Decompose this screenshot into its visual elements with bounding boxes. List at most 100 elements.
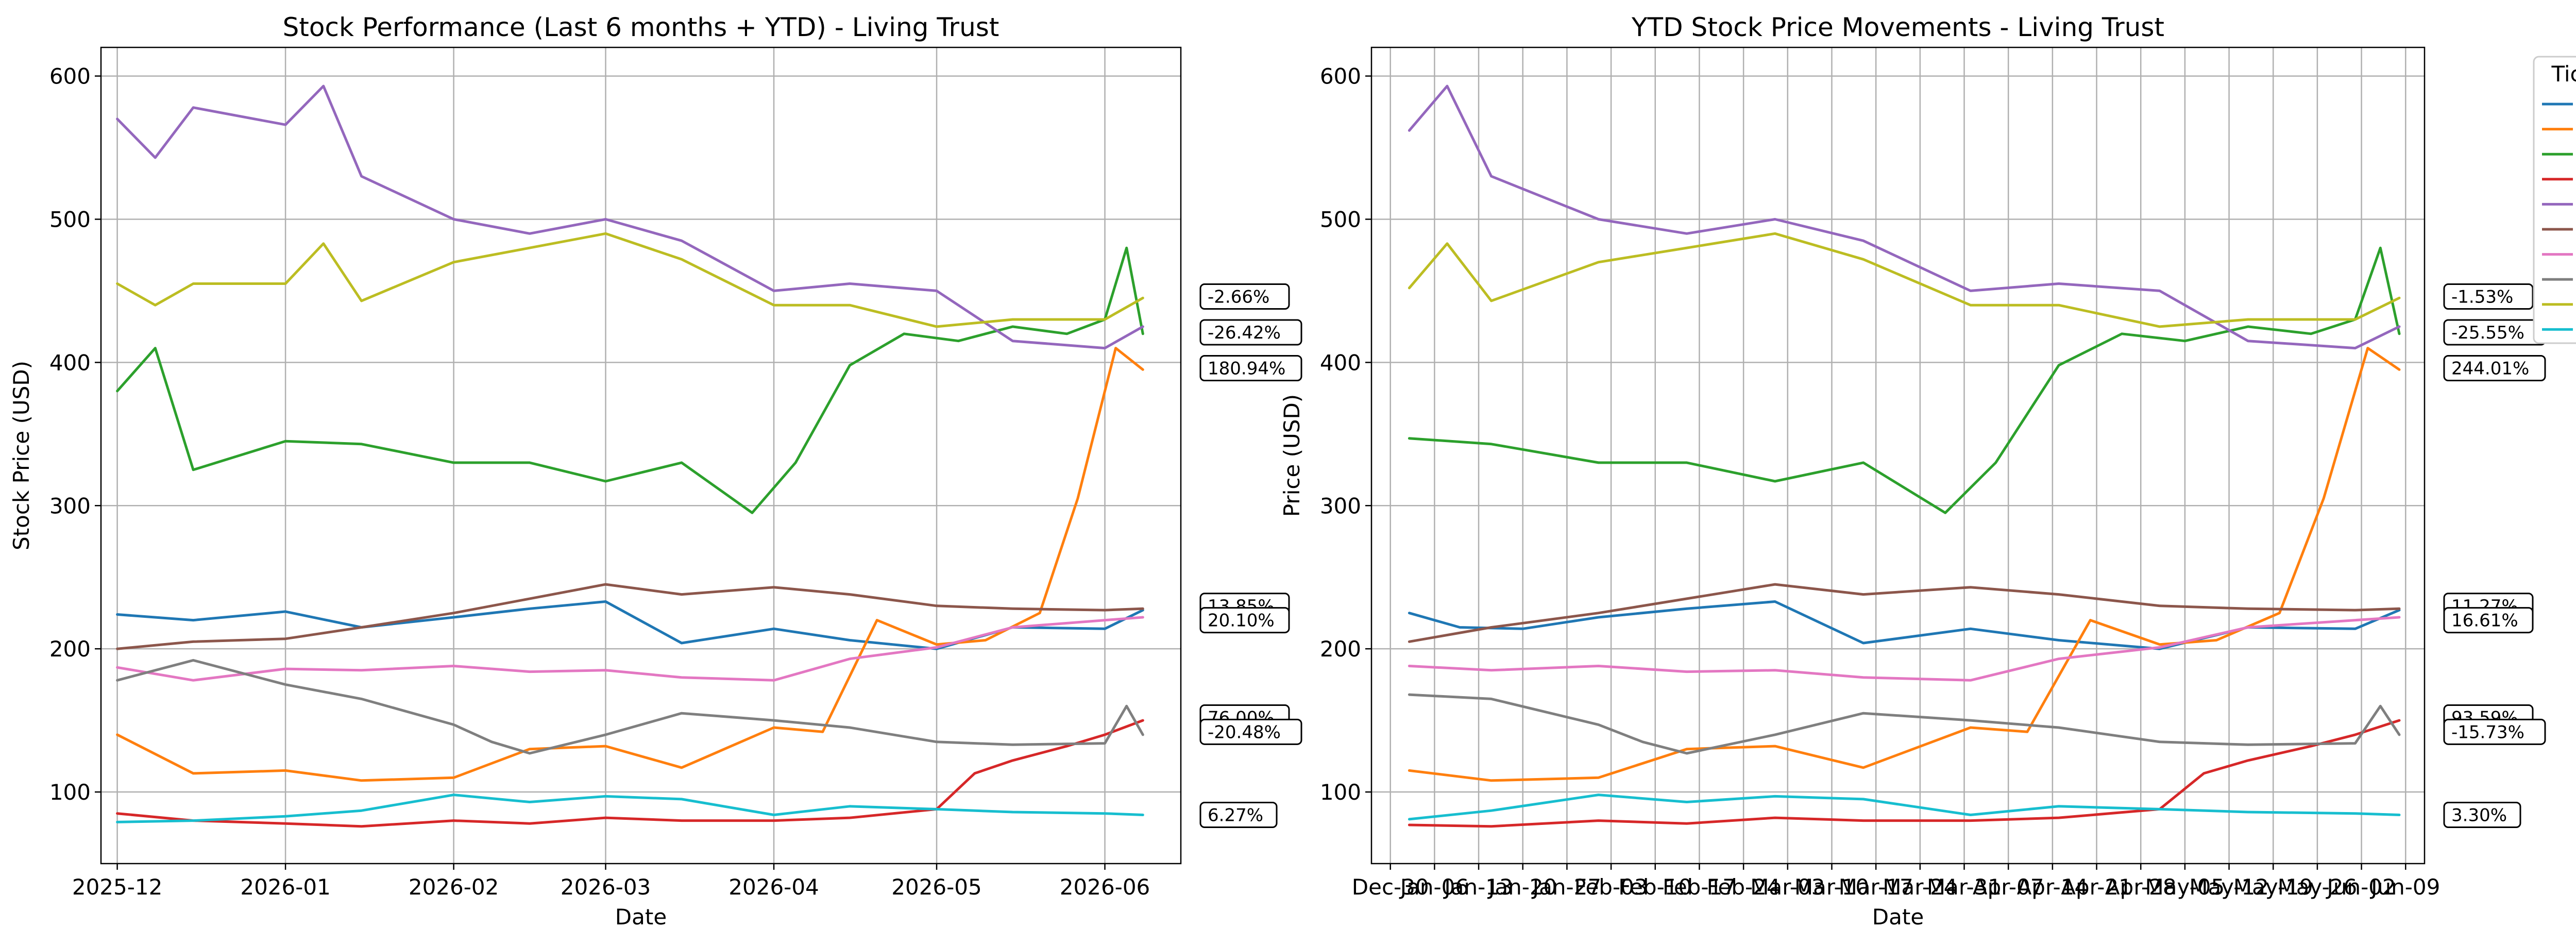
series-line-pltr	[1408, 693, 2401, 755]
annotations: -1.53%-25.55%244.01%11.27%16.61%93.59%-1…	[2443, 283, 2546, 829]
series-line-avgo	[1408, 246, 2401, 514]
annotation-label: 244.01%	[2451, 358, 2529, 379]
x-tick-label: Jan-20	[1487, 874, 1557, 900]
y-tick-label: 300	[1320, 493, 1361, 518]
y-axis-label: Price (USD)	[1279, 394, 1304, 517]
annotation-box	[2443, 718, 2546, 745]
x-tick-label: May-19	[2233, 874, 2313, 900]
annotation-box	[1199, 802, 1278, 829]
legend-title: Tickers	[2551, 61, 2576, 87]
x-tick-label: Jun-02	[2325, 874, 2396, 900]
series-line-isrg	[116, 85, 1144, 350]
series-line-iau	[116, 794, 1144, 823]
annotation-label: -20.48%	[1208, 722, 1281, 742]
series-line-ftnt	[1408, 719, 2401, 828]
x-tick-label: Jan-06	[1399, 874, 1469, 900]
x-tick-label: Feb-10	[1618, 874, 1692, 900]
annotation-box	[1199, 319, 1302, 346]
y-tick-label: 500	[49, 207, 91, 232]
y-tick-label: 100	[49, 780, 91, 805]
annotation-label: -25.55%	[2451, 323, 2524, 343]
y-tick-label: 600	[49, 64, 91, 89]
annotation-label: -1.53%	[2451, 287, 2513, 308]
y-tick-label: 300	[49, 493, 91, 518]
series-line-isrg	[1408, 85, 2401, 350]
grid	[1371, 47, 2425, 864]
x-tick-label: Apr-07	[1973, 874, 2044, 900]
x-axis: Dec-30Jan-06Jan-13Jan-20Jan-27Feb-03Feb-…	[1352, 864, 2440, 900]
annotation-label: -26.42%	[1208, 323, 1281, 343]
x-tick-label: Jun-09	[2369, 874, 2440, 900]
x-tick-label: 2026-02	[409, 874, 499, 900]
annotation-label: 180.94%	[1208, 358, 1285, 379]
y-tick-label: 500	[1320, 207, 1361, 232]
series-line-iau	[1408, 794, 2401, 821]
annotation-box	[2443, 355, 2546, 381]
series-line-jnj	[1408, 583, 2401, 643]
x-tick-label: Mar-10	[1794, 874, 1869, 900]
series-line-vrtx	[116, 232, 1144, 328]
y-axis: 100 200 300 400 500 600	[49, 64, 101, 805]
x-tick-label: Mar-03	[1750, 874, 1825, 900]
x-axis-label: Date	[615, 904, 667, 930]
y-tick-label: 200	[1320, 636, 1361, 662]
series-line-arm	[1408, 347, 2401, 782]
x-tick-label: 2026-05	[891, 874, 982, 900]
x-tick-label: Feb-03	[1574, 874, 1648, 900]
x-tick-label: Apr-14	[2017, 874, 2089, 900]
annotation-box	[2443, 607, 2534, 634]
x-tick-label: Apr-21	[2061, 874, 2132, 900]
series-line-nvda	[116, 616, 1144, 682]
y-tick-label: 400	[1320, 350, 1361, 375]
y-tick-label: 600	[1320, 64, 1361, 89]
x-tick-label: 2026-03	[561, 874, 651, 900]
series-line-nvda	[1408, 616, 2401, 682]
grid	[101, 47, 1181, 864]
chart-title: Stock Performance (Last 6 months + YTD) …	[283, 12, 999, 42]
chart-2: 100200300400500600Dec-30Jan-06Jan-13Jan-…	[1279, 12, 2576, 930]
y-axis-label: Stock Price (USD)	[9, 361, 34, 550]
x-axis: 2025-12 2026-01 2026-02 2026-03 2026-04 2026-…	[72, 864, 1150, 900]
axes-frame	[100, 46, 1182, 865]
x-tick-label: Apr-28	[2105, 874, 2177, 900]
annotation-box	[1199, 718, 1302, 745]
x-tick-label: 2026-06	[1060, 874, 1150, 900]
series-line-avgo	[116, 246, 1144, 514]
series-line-arm	[116, 347, 1144, 782]
annotation-label: 6.27%	[1208, 805, 1263, 826]
x-tick-label: Dec-30	[1352, 874, 1429, 900]
series-line-pltr	[116, 659, 1144, 755]
axes-frame	[1370, 46, 2426, 865]
annotation-box	[2443, 802, 2521, 829]
x-tick-label: May-05	[2145, 874, 2225, 900]
series-line-ftnt	[116, 719, 1144, 828]
y-tick-label: 100	[1320, 780, 1361, 805]
series-line-vrtx	[1408, 232, 2401, 328]
series-line-jnj	[116, 583, 1144, 650]
annotation-box	[1199, 355, 1302, 381]
annotation-box	[1199, 283, 1290, 310]
x-tick-label: 2026-04	[728, 874, 819, 900]
annotation-label: 3.30%	[2451, 805, 2507, 826]
x-tick-label: Mar-17	[1839, 874, 1913, 900]
annotation-label: -2.66%	[1208, 287, 1269, 308]
series-lines	[116, 85, 1144, 828]
x-tick-label: May-26	[2278, 874, 2358, 900]
x-tick-label: Jan-27	[1531, 874, 1601, 900]
y-axis: 100 200 300 400 500 600	[1320, 64, 1371, 805]
x-tick-label: 2026-01	[240, 874, 331, 900]
x-axis-label: Date	[1872, 904, 1924, 930]
chart-title: YTD Stock Price Movements - Living Trust	[1631, 12, 2164, 42]
legend: TickersABBVARMAVGOFTNTISRGJNJNVDAPLTRVRT…	[2533, 56, 2576, 344]
y-tick-label: 200	[49, 636, 91, 662]
x-tick-label: 2025-12	[72, 874, 163, 900]
y-tick-label: 400	[49, 350, 91, 375]
x-tick-label: Mar-31	[1927, 874, 2002, 900]
annotation-label: 20.10%	[1208, 611, 1275, 631]
x-tick-label: Feb-17	[1663, 874, 1736, 900]
annotation-box	[2443, 283, 2534, 310]
series-lines	[1408, 85, 2401, 828]
x-tick-label: Jan-13	[1443, 874, 1513, 900]
